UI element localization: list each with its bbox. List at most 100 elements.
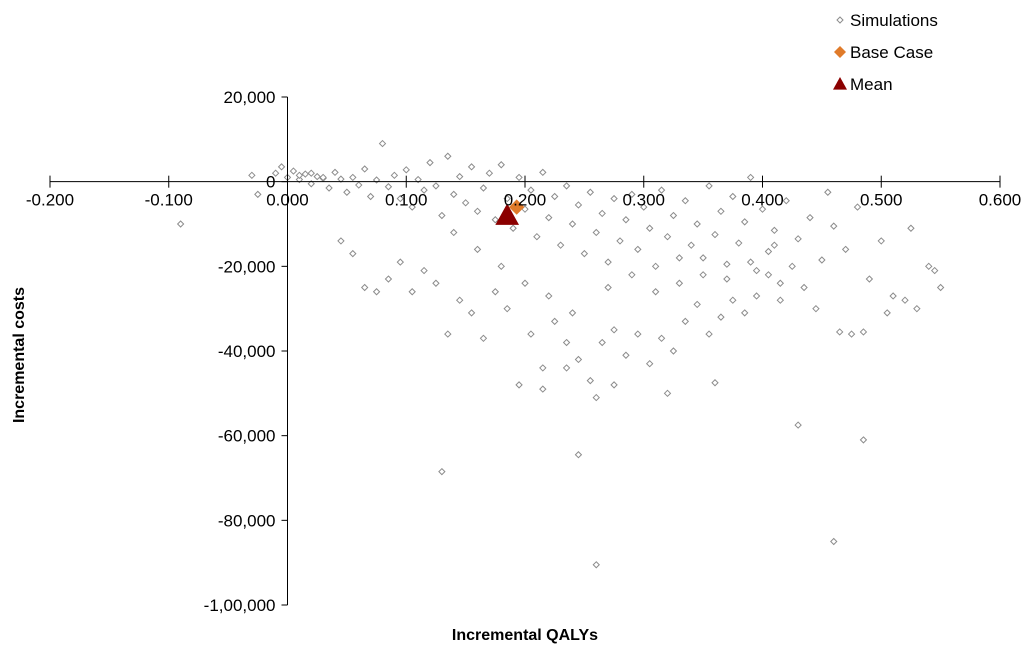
simulation-point	[521, 279, 529, 287]
points-layer	[176, 139, 945, 569]
base-case-point	[508, 199, 525, 215]
legend-label: Base Case	[850, 43, 933, 62]
x-tick-label: 0.600	[979, 191, 1022, 210]
simulation-point	[847, 330, 856, 338]
simulation-point	[420, 186, 428, 194]
simulation-point	[586, 188, 595, 196]
simulation-point	[414, 175, 422, 184]
simulation-point	[539, 364, 547, 372]
simulation-point	[289, 167, 298, 175]
simulation-point	[432, 279, 440, 287]
x-tick-label: 0.200	[504, 191, 547, 210]
simulation-point	[372, 288, 381, 296]
simulation-point	[788, 262, 796, 271]
simulation-point	[693, 300, 701, 309]
y-axis-title: Incremental costs	[11, 287, 28, 423]
mean-point	[495, 203, 520, 225]
simulation-point	[319, 173, 327, 182]
simulation-point	[859, 328, 868, 336]
x-tick-label: -0.100	[145, 191, 193, 210]
simulation-point	[634, 330, 642, 338]
simulation-point	[782, 197, 790, 205]
simulation-point	[812, 304, 820, 313]
simulation-point	[740, 309, 749, 317]
simulation-point	[473, 207, 482, 216]
simulation-point	[568, 220, 577, 228]
simulation-point	[355, 181, 363, 189]
simulation-point	[830, 537, 838, 546]
simulation-point	[450, 190, 458, 199]
simulation-point	[675, 279, 684, 287]
simulation-point	[675, 254, 684, 262]
simulation-point	[657, 334, 666, 343]
simulation-point	[699, 254, 707, 262]
simulation-point	[574, 355, 583, 364]
simulation-point	[717, 313, 725, 321]
simulation-point	[479, 184, 488, 192]
simulation-point	[349, 249, 357, 258]
simulation-point	[545, 292, 553, 300]
simulation-point	[533, 232, 541, 241]
simulation-point	[325, 184, 333, 192]
simulation-point	[705, 182, 713, 190]
simulation-point	[729, 296, 737, 304]
simulation-point	[604, 258, 612, 266]
simulation-point	[574, 201, 583, 209]
simulation-point	[818, 256, 826, 264]
axes: -0.200 -0.100 0.000 0.100 0.200 0.300 0.400 0.5…	[26, 88, 1021, 615]
simulation-point	[640, 203, 648, 211]
simulation-point	[450, 228, 458, 237]
simulation-point	[717, 207, 725, 216]
simulation-point	[562, 364, 571, 372]
simulation-point	[776, 296, 785, 304]
simulation-point	[711, 379, 719, 387]
simulation-point	[426, 158, 434, 167]
simulation-point	[645, 224, 654, 232]
simulation-point	[467, 163, 476, 171]
simulation-point	[444, 152, 452, 160]
simulation-point	[301, 170, 310, 178]
simulation-point	[853, 203, 862, 211]
simulation-point	[556, 241, 565, 249]
y-tick-label: -40,000	[218, 342, 276, 361]
simulation-point	[610, 326, 618, 334]
simulation-point	[271, 169, 280, 177]
simulation-point	[408, 203, 416, 211]
simulation-point	[349, 173, 357, 182]
simulation-point	[764, 247, 773, 256]
simulation-point	[746, 173, 755, 182]
simulation-point	[550, 192, 559, 201]
legend-label: Mean	[850, 75, 893, 94]
simulation-point	[598, 209, 606, 218]
simulation-point	[545, 213, 553, 222]
simulation-point	[574, 451, 583, 459]
simulation-point	[527, 330, 535, 338]
simulation-point	[883, 309, 891, 317]
simulation-point	[467, 309, 476, 317]
simulation-point	[687, 241, 695, 249]
simulation-point	[455, 296, 464, 304]
simulation-point	[610, 381, 618, 389]
simulation-point	[913, 304, 921, 313]
simulation-point	[830, 222, 838, 230]
simulation-point	[378, 139, 387, 148]
x-tick-label: -0.200	[26, 191, 74, 210]
simulation-point	[657, 186, 666, 194]
legend-label: Simulations	[850, 11, 938, 30]
simulation-point	[681, 197, 690, 205]
simulation-point	[568, 309, 577, 317]
simulation-point	[705, 330, 713, 338]
x-tick-label: 0.500	[860, 191, 903, 210]
legend-mean-marker	[833, 77, 847, 90]
simulation-point	[752, 292, 761, 300]
simulation-point	[497, 161, 505, 169]
simulation-point	[307, 180, 315, 188]
simulation-point	[758, 205, 767, 213]
simulation-point	[455, 172, 464, 181]
simulation-point	[248, 171, 256, 180]
simulation-point	[592, 228, 600, 237]
simulation-point	[645, 359, 654, 368]
simulation-point	[503, 304, 511, 313]
simulation-point	[176, 220, 185, 228]
